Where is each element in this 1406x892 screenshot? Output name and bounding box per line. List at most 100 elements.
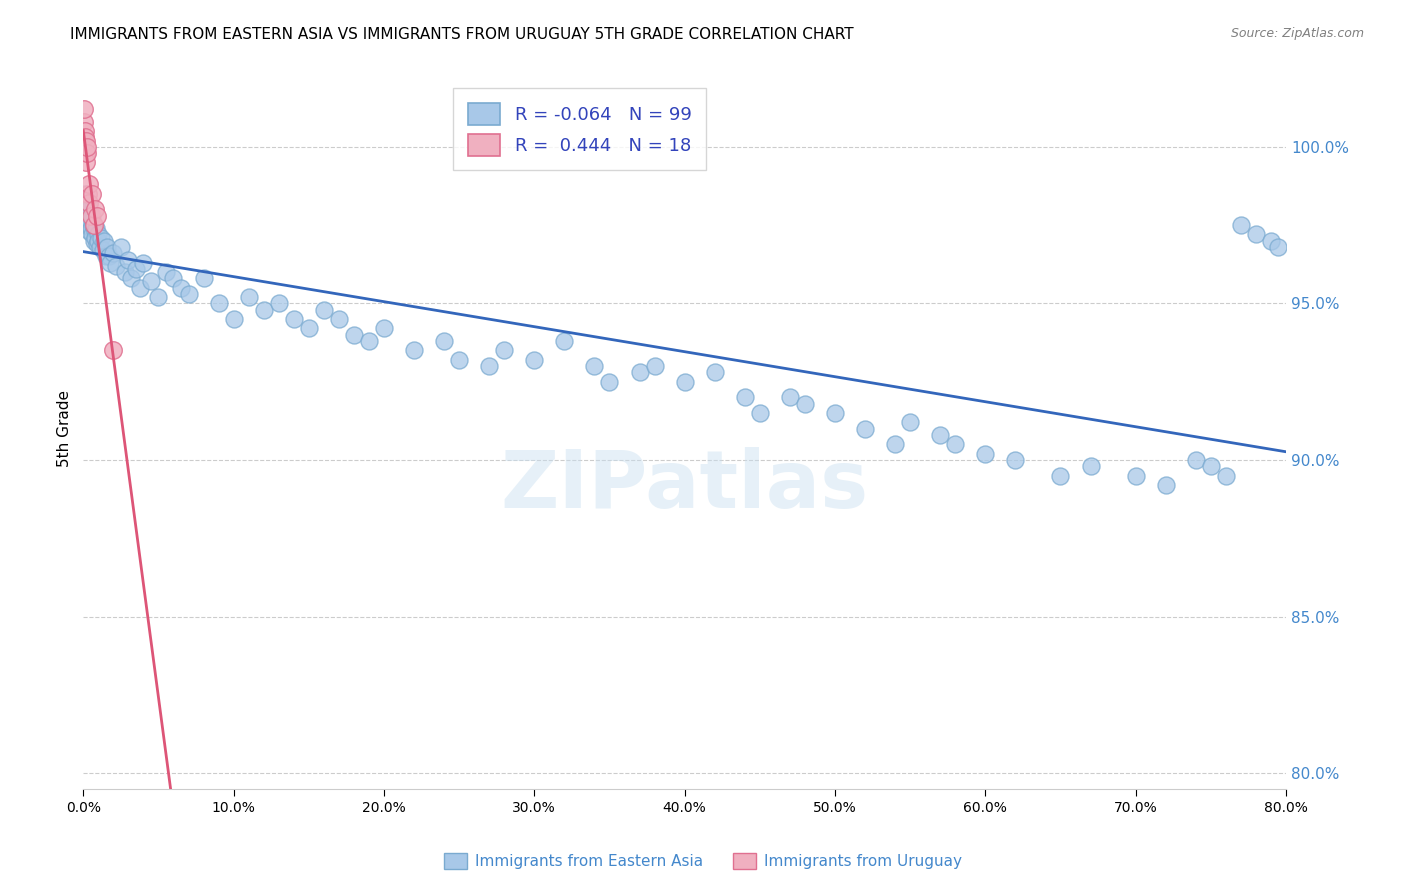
Point <box>117 252 139 267</box>
Point <box>75 199 97 213</box>
Point <box>87 234 110 248</box>
Point <box>84 221 107 235</box>
Point <box>75 130 97 145</box>
Point <box>734 390 756 404</box>
Point <box>86 236 108 251</box>
Point <box>83 224 105 238</box>
Point <box>170 281 193 295</box>
Point <box>267 296 290 310</box>
Point <box>105 259 128 273</box>
Point <box>884 437 907 451</box>
Point <box>929 428 952 442</box>
Point <box>177 287 200 301</box>
Point <box>83 234 105 248</box>
Point <box>79 196 101 211</box>
Point <box>76 196 98 211</box>
Point <box>494 343 516 358</box>
Point <box>1260 234 1282 248</box>
Point <box>1184 453 1206 467</box>
Point <box>298 321 321 335</box>
Point <box>238 290 260 304</box>
Point <box>73 196 96 211</box>
Point <box>793 396 815 410</box>
Point <box>139 275 162 289</box>
Point <box>91 243 114 257</box>
Point <box>703 365 725 379</box>
Point <box>598 375 620 389</box>
Point <box>76 186 98 201</box>
Point <box>748 406 770 420</box>
Point <box>1267 240 1289 254</box>
Text: ZIPatlas: ZIPatlas <box>501 447 869 525</box>
Point <box>96 240 118 254</box>
Legend: R = -0.064   N = 99, R =  0.444   N = 18: R = -0.064 N = 99, R = 0.444 N = 18 <box>453 88 706 170</box>
Point <box>98 255 121 269</box>
Point <box>75 218 97 232</box>
Text: IMMIGRANTS FROM EASTERN ASIA VS IMMIGRANTS FROM URUGUAY 5TH GRADE CORRELATION CH: IMMIGRANTS FROM EASTERN ASIA VS IMMIGRAN… <box>70 27 853 42</box>
Point <box>75 209 97 223</box>
Point <box>253 302 276 317</box>
Point <box>312 302 335 317</box>
Point <box>207 296 229 310</box>
Point <box>83 218 105 232</box>
Point <box>76 211 98 226</box>
Point <box>222 312 245 326</box>
Point <box>583 359 606 373</box>
Point <box>103 343 125 358</box>
Point <box>1199 459 1222 474</box>
Point <box>824 406 846 420</box>
Point <box>433 334 456 348</box>
Point <box>89 240 111 254</box>
Point <box>1080 459 1102 474</box>
Point <box>73 202 96 217</box>
Point <box>193 271 215 285</box>
Point <box>90 230 112 244</box>
Point <box>79 215 101 229</box>
Point <box>82 218 104 232</box>
Point <box>86 209 108 223</box>
Point <box>132 255 155 269</box>
Point <box>943 437 966 451</box>
Point <box>94 249 117 263</box>
Point <box>97 249 120 263</box>
Point <box>357 334 380 348</box>
Point <box>1215 468 1237 483</box>
Point <box>673 375 696 389</box>
Point <box>553 334 575 348</box>
Point <box>114 265 136 279</box>
Point <box>73 102 96 116</box>
Point <box>84 202 107 217</box>
Point <box>402 343 425 358</box>
Point <box>76 140 98 154</box>
Point <box>898 416 921 430</box>
Point <box>75 146 97 161</box>
Point <box>86 227 108 242</box>
Point <box>80 221 103 235</box>
Point <box>80 209 103 223</box>
Point <box>343 327 366 342</box>
Point <box>125 261 148 276</box>
Point <box>80 209 103 223</box>
Point <box>76 202 98 217</box>
Point <box>853 422 876 436</box>
Y-axis label: 5th Grade: 5th Grade <box>58 390 72 467</box>
Point <box>75 193 97 207</box>
Point <box>449 352 471 367</box>
Point <box>77 202 100 217</box>
Point <box>82 227 104 242</box>
Point <box>779 390 801 404</box>
Point <box>328 312 350 326</box>
Point <box>75 134 97 148</box>
Point <box>1244 227 1267 242</box>
Point <box>148 290 170 304</box>
Point <box>974 447 997 461</box>
Point <box>103 246 125 260</box>
Point <box>73 114 96 128</box>
Point <box>75 155 97 169</box>
Point <box>77 178 100 192</box>
Point <box>84 230 107 244</box>
Point <box>478 359 501 373</box>
Point <box>129 281 152 295</box>
Point <box>82 186 104 201</box>
Point <box>93 234 115 248</box>
